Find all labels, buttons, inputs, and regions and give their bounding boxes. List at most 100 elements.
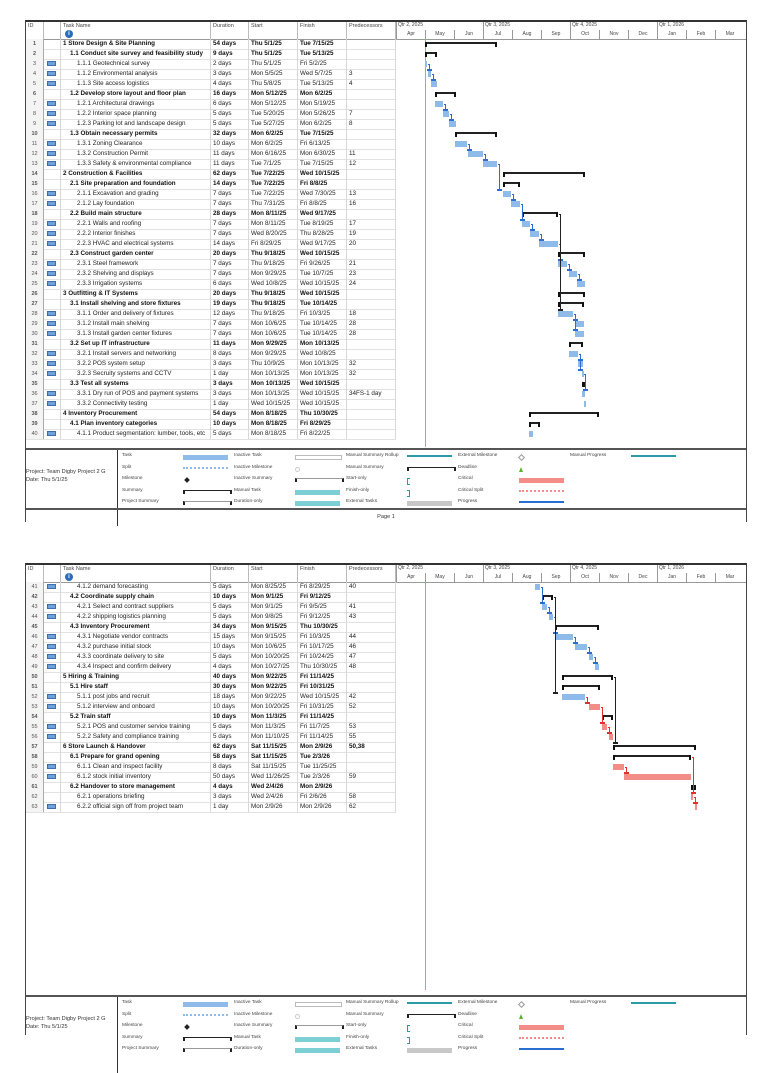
task-bar[interactable] (595, 664, 600, 670)
task-row[interactable]: 62 6.2.1 operations briefing 3 days Wed 2/4… (26, 792, 396, 803)
task-row[interactable]: 30 3.1.3 Install garden center fixtures 7 … (26, 329, 396, 340)
summary-task-row[interactable]: 2 1.1 Conduct site survey and feasibility… (26, 49, 396, 60)
column-header-indicators[interactable]: i (44, 565, 73, 582)
task-row[interactable]: 7 1.2.1 Architectural drawings 6 days Mon 5… (26, 99, 396, 110)
summary-bar[interactable] (558, 252, 585, 254)
task-row[interactable]: 25 2.3.3 Irrigation systems 6 days Wed 10/8… (26, 279, 396, 290)
task-bar[interactable] (541, 604, 547, 610)
summary-task-row[interactable]: 54 5.2 Train staff 10 days Mon 11/3/25 Fri 1… (26, 712, 396, 723)
task-row[interactable]: 28 3.1.1 Order and delivery of fixtures 12… (26, 309, 396, 320)
task-row[interactable]: 16 2.1.1 Excavation and grading 7 days Tue … (26, 189, 396, 200)
task-row[interactable]: 34 3.2.3 Secruity systems and CCTV 1 day Mo… (26, 369, 396, 380)
task-row[interactable]: 11 1.3.1 Zoning Clearance 10 days Mon 6/2/2… (26, 139, 396, 150)
critical-task-bar[interactable] (613, 764, 624, 770)
column-header-predecessors[interactable]: Predecessors (347, 22, 396, 39)
critical-task-bar[interactable] (608, 734, 614, 740)
task-bar[interactable] (581, 391, 585, 397)
column-header-start[interactable]: Start (249, 22, 298, 39)
task-row[interactable]: 17 2.1.2 Lay foundation 7 days Thu 7/31/25 F… (26, 199, 396, 210)
task-row[interactable]: 13 1.3.3 Safety & environmental complianc… (26, 159, 396, 170)
column-header-task-name[interactable]: Task Name (61, 22, 211, 39)
task-bar[interactable] (568, 271, 578, 277)
task-row[interactable]: 41 4.1.2 demand forecasting 5 days Mon 8/25… (26, 582, 396, 593)
summary-task-row[interactable]: 1 1 Store Design & Site Planning 54 days Th… (26, 39, 396, 50)
summary-bar[interactable] (613, 745, 697, 747)
summary-bar[interactable] (601, 715, 614, 717)
column-header-duration[interactable]: Duration (211, 565, 249, 582)
column-header-duration[interactable]: Duration (211, 22, 249, 39)
column-header-finish[interactable]: Finish (298, 22, 347, 39)
column-header-predecessors[interactable]: Predecessors (347, 565, 396, 582)
task-bar[interactable] (435, 101, 443, 107)
task-bar[interactable] (468, 151, 483, 157)
column-header-finish[interactable]: Finish (298, 565, 347, 582)
task-row[interactable]: 3 1.1.1 Geotechnical survey 2 days Thu 5/1/… (26, 59, 396, 70)
summary-bar[interactable] (502, 172, 585, 174)
summary-task-row[interactable]: 45 4.3 Inventory Procurement 34 days Mon 9/… (26, 622, 396, 633)
task-bar[interactable] (535, 584, 540, 590)
summary-bar[interactable] (424, 52, 437, 54)
column-header-start[interactable]: Start (249, 565, 298, 582)
column-header-indicators[interactable]: i (44, 22, 73, 39)
task-row[interactable]: 4 1.1.2 Environmental analysis 3 days Mon 5… (26, 69, 396, 80)
task-row[interactable]: 20 2.2.2 Interior finishes 7 days Wed 8/20/… (26, 229, 396, 240)
task-bar[interactable] (442, 111, 450, 117)
task-row[interactable]: 21 2.2.3 HVAC and electrical systems 14 da… (26, 239, 396, 250)
summary-task-row[interactable]: 27 3.1 Install shelving and store fixture… (26, 299, 396, 310)
task-row[interactable]: 49 4.3.4 Inspect and confirm delivery 4 da… (26, 662, 396, 673)
summary-bar[interactable] (528, 422, 540, 424)
task-row[interactable]: 37 3.3.2 Connectivity testing 1 day Wed 10/… (26, 399, 396, 410)
column-header-task-name[interactable]: Task Name (61, 565, 211, 582)
column-header-id[interactable]: ID (26, 22, 44, 39)
summary-task-row[interactable]: 50 5 Hiring & Training 40 days Mon 9/22/25 F… (26, 672, 396, 683)
task-bar[interactable] (581, 371, 584, 377)
task-row[interactable]: 43 4.2.1 Select and contract suppliers 5 d… (26, 602, 396, 613)
critical-task-bar[interactable] (588, 704, 601, 710)
task-row[interactable]: 60 6.1.2 stock initial inventory 50 days We… (26, 772, 396, 783)
task-bar[interactable] (548, 614, 554, 620)
task-row[interactable]: 24 2.3.2 Shelving and displays 7 days Mon 9… (26, 269, 396, 280)
task-bar[interactable] (575, 644, 587, 650)
summary-bar[interactable] (561, 675, 614, 677)
task-bar[interactable] (482, 161, 498, 167)
task-row[interactable]: 48 4.3.3 coordinate delivery to site 5 day… (26, 652, 396, 663)
summary-task-row[interactable]: 22 2.3 Construct garden center 20 days Thu … (26, 249, 396, 260)
task-bar[interactable] (588, 654, 594, 660)
task-row[interactable]: 19 2.2.1 Walls and roofing 7 days Mon 8/11/… (26, 219, 396, 230)
task-row[interactable]: 59 6.1.1 Clean and inspect facility 8 days… (26, 762, 396, 773)
summary-bar[interactable] (435, 92, 457, 94)
task-bar[interactable] (558, 311, 574, 317)
task-bar[interactable] (568, 351, 579, 357)
task-row[interactable]: 52 5.1.1 post jobs and recruit 18 days Mon … (26, 692, 396, 703)
task-row[interactable]: 23 2.3.1 Steel framework 7 days Thu 9/18/25… (26, 259, 396, 270)
task-bar[interactable] (539, 241, 559, 247)
task-bar[interactable] (575, 331, 584, 337)
summary-task-row[interactable]: 35 3.3 Test all systems 3 days Mon 10/13/25… (26, 379, 396, 390)
summary-task-row[interactable]: 51 5.1 Hire staff 30 days Mon 9/22/25 Fri 10… (26, 682, 396, 693)
task-bar[interactable] (555, 634, 574, 640)
task-row[interactable]: 8 1.2.2 Interior space planning 5 days Tue … (26, 109, 396, 120)
task-row[interactable]: 44 4.2.2 shipping logistics planning 5 day… (26, 612, 396, 623)
task-row[interactable]: 36 3.3.1 Dry run of POS and payment syste… (26, 389, 396, 400)
summary-bar[interactable] (521, 212, 559, 214)
task-bar[interactable] (561, 694, 585, 700)
task-row[interactable]: 53 5.1.2 interview and onboard 10 days Mon … (26, 702, 396, 713)
task-row[interactable]: 55 5.2.1 POS and customer service trainin… (26, 722, 396, 733)
summary-task-row[interactable]: 14 2 Construction & Facilities 62 days Tue … (26, 169, 396, 180)
summary-task-row[interactable]: 18 2.2 Build main structure 28 days Mon 8/1… (26, 209, 396, 220)
task-bar[interactable] (528, 431, 534, 437)
task-row[interactable]: 33 3.2.2 POS system setup 3 days Thu 10/9/2… (26, 359, 396, 370)
summary-task-row[interactable]: 31 3.2 Set up IT infrastructure 11 days Mon… (26, 339, 396, 350)
task-bar[interactable] (431, 81, 437, 87)
task-bar[interactable] (502, 191, 512, 197)
task-bar[interactable] (577, 281, 585, 287)
summary-task-row[interactable]: 39 4.1 Plan inventory categories 10 days Mo… (26, 419, 396, 430)
task-row[interactable]: 29 3.1.2 Install main shelving 7 days Mon 1… (26, 319, 396, 330)
summary-bar[interactable] (541, 595, 554, 597)
task-bar[interactable] (530, 231, 539, 237)
summary-bar[interactable] (424, 42, 498, 44)
task-row[interactable]: 32 3.2.1 Install servers and networking 8 … (26, 349, 396, 360)
summary-bar[interactable] (613, 755, 691, 757)
critical-task-bar[interactable] (690, 794, 694, 800)
task-row[interactable]: 9 1.2.3 Parking lot and landscape design 5… (26, 119, 396, 130)
